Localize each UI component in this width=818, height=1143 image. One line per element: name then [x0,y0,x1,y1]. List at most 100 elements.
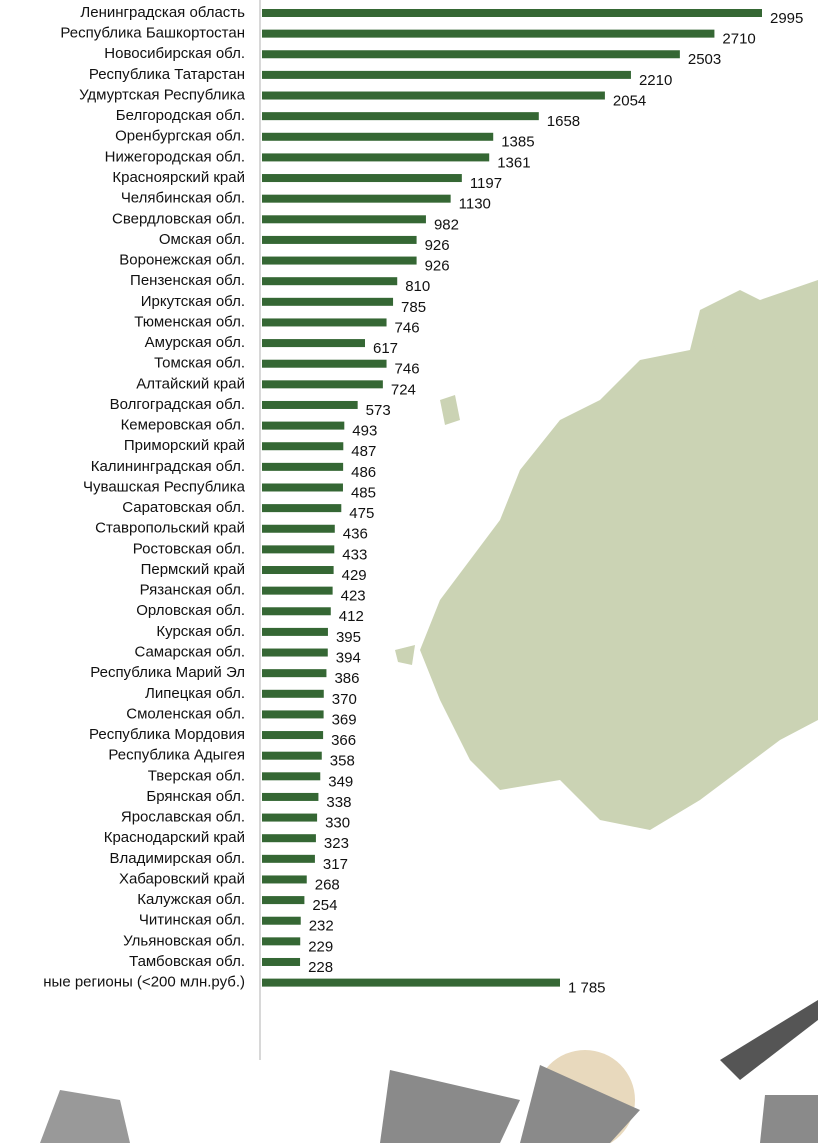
bar [262,690,324,698]
value-label: 2710 [722,31,755,48]
category-label: Калужская обл. [137,891,245,908]
bar [262,669,326,677]
bar [262,112,539,120]
value-label: 810 [405,278,430,295]
value-label: 2995 [770,10,803,27]
value-label: 228 [308,959,333,976]
category-label: Республика Татарстан [89,66,245,83]
category-label: Тверская обл. [148,767,245,784]
value-label: 2210 [639,72,672,89]
category-label: Республика Башкортостан [60,25,245,42]
bar [262,380,383,388]
category-label: Краснодарский край [104,829,245,846]
bar [262,896,304,904]
bar [262,566,334,574]
bar [262,30,714,38]
bar [262,298,393,306]
bar [262,442,343,450]
value-label: 485 [351,484,376,501]
category-label: Хабаровский край [119,870,245,887]
category-label: Липецкая обл. [145,685,245,702]
bar [262,875,307,883]
bar [262,483,343,491]
category-label: Брянская обл. [146,788,245,805]
value-label: 323 [324,835,349,852]
category-label: Республика Адыгея [108,747,245,764]
bar [262,174,462,182]
category-label: Республика Марий Эл [90,664,245,681]
category-label: Иркутская обл. [141,293,245,310]
value-label: 395 [336,629,361,646]
value-label: 1361 [497,154,530,171]
category-label: Ленинградская область [80,4,245,21]
bar [262,463,343,471]
value-label: 926 [425,237,450,254]
value-label: 1658 [547,113,580,130]
bar [262,153,489,161]
value-label: 436 [343,526,368,543]
bar [262,793,318,801]
bar [262,236,417,244]
value-label: 330 [325,815,350,832]
value-label: 232 [309,918,334,935]
value-label: 370 [332,691,357,708]
bar [262,277,397,285]
category-label: Пермский край [141,561,245,578]
category-label: Красноярский край [112,169,245,186]
value-label: 423 [341,588,366,605]
category-label: Рязанская обл. [140,582,245,599]
category-label: Ярославская обл. [121,809,245,826]
value-label: 358 [330,753,355,770]
category-label: Калининградская обл. [91,458,245,475]
bar [262,979,560,987]
category-label: Белгородская обл. [116,107,245,124]
category-label: Ростовская обл. [133,540,245,557]
value-label: 1130 [459,196,491,213]
bar [262,710,324,718]
value-label: 386 [334,670,359,687]
bar [262,545,334,553]
bar [262,215,426,223]
bar [262,628,328,636]
bar [262,731,323,739]
category-label: Оренбургская обл. [115,128,245,145]
category-label: Кемеровская обл. [121,417,245,434]
value-label: 1197 [470,175,502,192]
value-label: 475 [349,505,374,522]
category-label: Воронежская обл. [119,252,245,269]
bar [262,195,451,203]
value-label: 746 [395,361,420,378]
category-label: Новосибирская обл. [104,45,245,62]
bar [262,318,387,326]
category-label: Республика Мордовия [89,726,245,743]
category-label: Пензенская обл. [130,272,245,289]
value-label: 229 [308,938,333,955]
value-label: 573 [366,402,391,419]
category-label: Владимирская обл. [110,850,245,867]
category-label: Курская обл. [156,623,245,640]
value-label: 617 [373,340,398,357]
category-label: ные регионы (<200 млн.руб.) [43,974,245,991]
value-label: 2054 [613,92,646,109]
value-label: 433 [342,546,367,563]
category-label: Омская обл. [159,231,245,248]
bar [262,814,317,822]
value-label: 2503 [688,51,721,68]
category-label: Чувашская Республика [83,478,246,495]
category-label: Приморский край [124,437,245,454]
bar [262,525,335,533]
bar [262,9,762,17]
category-label: Томская обл. [154,355,245,372]
category-label: Волгоградская обл. [110,396,245,413]
category-label: Свердловская обл. [112,210,245,227]
category-label: Челябинская обл. [121,190,245,207]
category-label: Смоленская обл. [126,705,245,722]
bar [262,958,300,966]
value-label: 926 [425,258,450,275]
bar [262,772,320,780]
bar [262,587,333,595]
category-label: Тамбовская обл. [129,953,245,970]
bar [262,855,315,863]
value-label: 394 [336,649,361,666]
bar [262,401,358,409]
